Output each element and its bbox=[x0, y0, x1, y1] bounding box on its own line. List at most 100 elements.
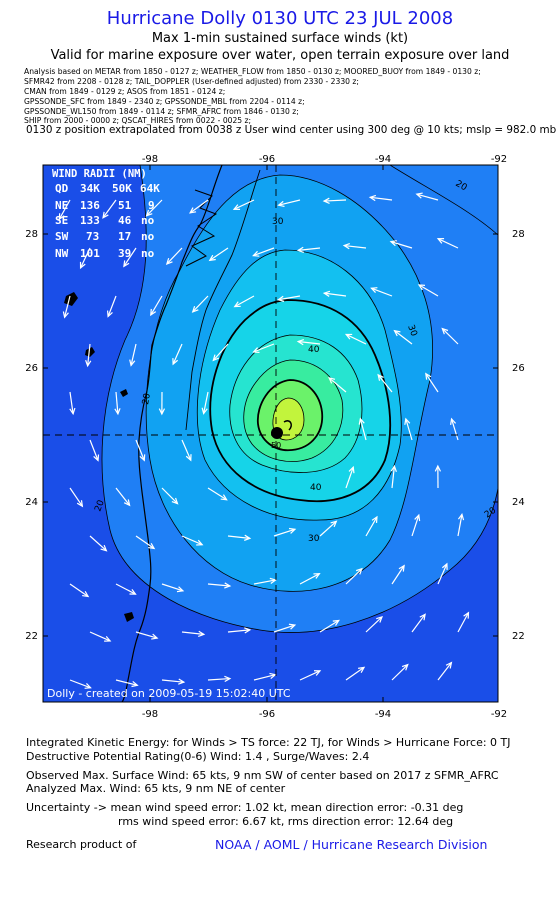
wind-arrow-icon bbox=[135, 439, 145, 461]
map-title: Hurricane Dolly 0130 UTC 23 JUL 2008 bbox=[106, 8, 454, 29]
wind-arrow-icon bbox=[161, 583, 184, 592]
contour-label: 20 bbox=[93, 499, 106, 513]
wind-arrow-icon bbox=[227, 629, 250, 633]
wind-arrow-icon bbox=[207, 677, 230, 681]
wind-arrow-icon bbox=[342, 242, 350, 250]
wind-arrow-icon bbox=[330, 520, 338, 528]
wind-arrow-icon bbox=[345, 467, 354, 489]
wind-arrow-icon bbox=[437, 563, 448, 585]
wind-radii-cell: SW bbox=[55, 230, 69, 243]
wind-radii-cell: 101 bbox=[80, 247, 100, 260]
wind-arrow-icon bbox=[203, 391, 209, 414]
wind-arrow-icon bbox=[358, 417, 365, 425]
wind-arrow-icon bbox=[172, 343, 183, 365]
wind-radii-row: SE 133 46 no bbox=[55, 214, 155, 227]
wind-arrow-icon bbox=[296, 338, 305, 346]
wind-arrow-icon bbox=[296, 246, 304, 253]
wind-arrow-icon bbox=[273, 528, 296, 537]
wind-arrow-icon bbox=[278, 295, 301, 301]
wind-arrow-icon bbox=[145, 209, 153, 217]
wind-arrow-icon bbox=[463, 611, 470, 619]
wind-arrow-icon bbox=[208, 254, 216, 262]
wind-arrow-icon bbox=[115, 679, 138, 686]
wind-arrow-icon bbox=[376, 615, 383, 623]
wind-arrow-icon bbox=[89, 439, 99, 461]
noaa-link[interactable]: NOAA / AOML / Hurricane Research Divisio… bbox=[215, 837, 488, 852]
lat-tick-label: 28 bbox=[25, 229, 38, 240]
wind-arrow-icon bbox=[89, 535, 107, 552]
wind-arrow-icon bbox=[135, 631, 158, 639]
lon-tick-label: -94 bbox=[375, 709, 391, 720]
wind-arrow-icon bbox=[322, 290, 331, 297]
contour-label: 30 bbox=[405, 324, 418, 338]
wind-arrow-icon bbox=[457, 513, 465, 521]
contour-label: 40 bbox=[308, 345, 320, 355]
axis-ticks bbox=[43, 165, 498, 702]
wind-arrow-icon bbox=[425, 373, 439, 393]
wind-arrow-icon bbox=[332, 619, 340, 626]
wind-arrow-icon bbox=[445, 661, 453, 669]
wind-arrow-icon bbox=[115, 487, 131, 506]
wind-arrows bbox=[58, 192, 470, 689]
wind-arrow-icon bbox=[185, 454, 192, 462]
wind-arrow-icon bbox=[123, 499, 131, 507]
wind-arrow-icon bbox=[273, 624, 296, 633]
wind-arrow-icon bbox=[58, 199, 71, 220]
wind-radii-header: QD 34K 50K 64K bbox=[55, 182, 160, 195]
wind-arrow-icon bbox=[69, 583, 89, 597]
wind-arrow-icon bbox=[370, 196, 393, 201]
wind-arrow-icon bbox=[253, 247, 275, 257]
lon-tick-label: -98 bbox=[142, 709, 158, 720]
wind-radii-cell: 51 bbox=[118, 199, 132, 212]
wind-arrow-icon bbox=[276, 295, 285, 302]
wind-arrow-icon bbox=[288, 623, 297, 630]
wind-arrow-icon bbox=[328, 377, 347, 393]
wind-arrow-icon bbox=[79, 261, 86, 270]
wind-arrow-icon bbox=[102, 199, 117, 219]
wind-arrow-icon bbox=[224, 582, 232, 589]
wind-radii-cell: no bbox=[141, 247, 155, 260]
wind-arrow-icon bbox=[436, 238, 445, 244]
wind-arrow-icon bbox=[457, 514, 463, 537]
wind-arrow-icon bbox=[393, 329, 401, 337]
wind-radii-cell: 46 bbox=[118, 214, 132, 227]
coastline bbox=[121, 165, 223, 702]
wind-arrow-icon bbox=[139, 454, 146, 462]
wind-arrow-icon bbox=[64, 295, 71, 318]
lon-tick-label: -94 bbox=[375, 154, 391, 165]
contour-label: 30 bbox=[272, 217, 284, 227]
map-subtitle: Max 1-min sustained surface winds (kt) bbox=[151, 31, 409, 46]
wind-arrow-icon bbox=[345, 666, 365, 681]
lon-tick-label: -98 bbox=[142, 154, 158, 165]
wind-arrow-icon bbox=[115, 391, 119, 414]
wind-arrow-icon bbox=[85, 360, 92, 368]
wind-arrow-icon bbox=[319, 520, 337, 537]
wind-arrow-icon bbox=[323, 199, 347, 202]
uncertainty-rms-text: rms wind speed error: 6.67 kt, rms direc… bbox=[118, 815, 454, 828]
wind-arrow-icon bbox=[166, 247, 183, 265]
wind-arrow-icon bbox=[365, 616, 383, 633]
wind-arrow-icon bbox=[404, 417, 411, 425]
wind-arrow-icon bbox=[370, 287, 378, 293]
wind-radii-cell: 73 bbox=[86, 230, 99, 243]
dpr-text: Destructive Potential Rating(0-6) Wind: … bbox=[26, 750, 370, 763]
map-frame bbox=[42, 164, 499, 703]
wind-arrow-icon bbox=[158, 408, 166, 416]
wind-arrow-icon bbox=[278, 199, 301, 206]
wind-arrow-icon bbox=[192, 295, 209, 313]
wind-arrow-icon bbox=[172, 358, 179, 366]
wind-arrow-icon bbox=[398, 564, 405, 572]
storm-center-icon bbox=[283, 420, 292, 431]
wind-arrow-icon bbox=[299, 670, 321, 681]
wind-arrow-icon bbox=[220, 494, 228, 501]
barrier-island bbox=[185, 169, 261, 431]
wind-arrow-icon bbox=[123, 247, 137, 267]
wind-arrow-icon bbox=[89, 631, 111, 642]
wind-arrow-icon bbox=[165, 258, 173, 265]
wind-contour-layer bbox=[43, 165, 498, 702]
wind-arrow-icon bbox=[189, 207, 197, 214]
wind-arrow-icon bbox=[371, 515, 378, 523]
wind-arrow-icon bbox=[106, 310, 113, 318]
source-line: Analysis based on METAR from 1850 - 0127… bbox=[24, 67, 481, 76]
wind-radii-row: NE 136 51 9 bbox=[55, 199, 155, 212]
